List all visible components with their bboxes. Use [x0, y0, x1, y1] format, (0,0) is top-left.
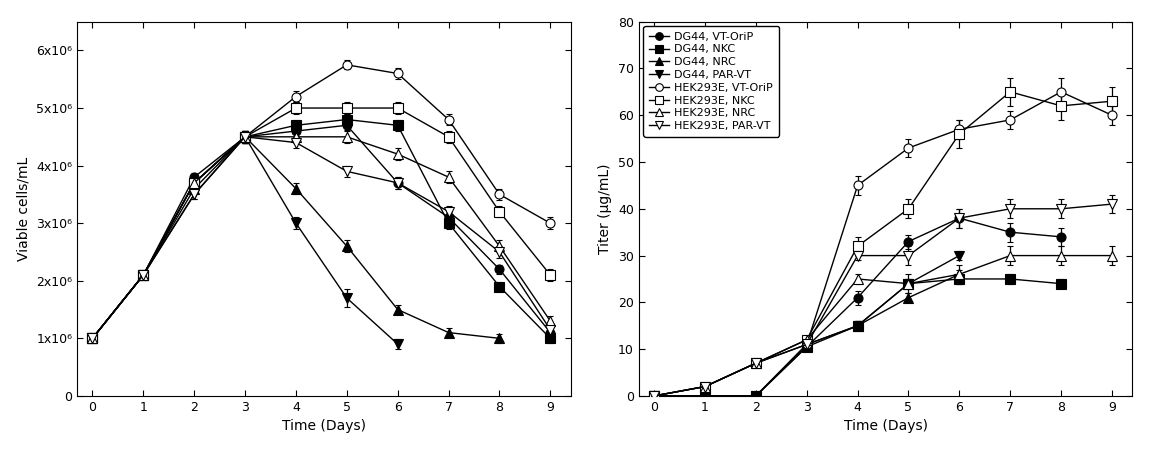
- Y-axis label: Titer (μg/mL): Titer (μg/mL): [599, 163, 612, 254]
- X-axis label: Time (Days): Time (Days): [843, 419, 927, 433]
- Legend: DG44, VT-OriP, DG44, NKC, DG44, NRC, DG44, PAR-VT, HEK293E, VT-OriP, HEK293E, NK: DG44, VT-OriP, DG44, NKC, DG44, NRC, DG4…: [643, 26, 779, 137]
- Y-axis label: Viable cells/mL: Viable cells/mL: [17, 157, 31, 261]
- X-axis label: Time (Days): Time (Days): [282, 419, 365, 433]
